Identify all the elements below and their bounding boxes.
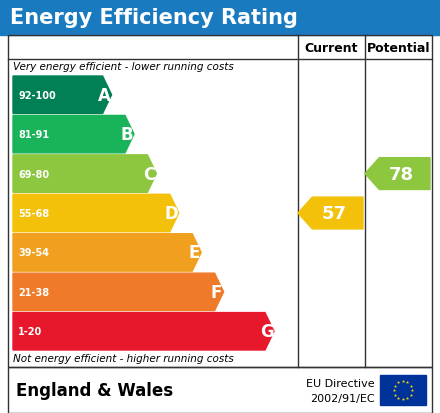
Bar bbox=[8, 36, 432, 367]
Text: B: B bbox=[121, 126, 133, 144]
Bar bbox=[380, 375, 426, 405]
Text: A: A bbox=[98, 86, 111, 104]
Polygon shape bbox=[13, 155, 156, 193]
Text: 81-91: 81-91 bbox=[18, 130, 49, 140]
Text: Potential: Potential bbox=[367, 41, 430, 55]
Text: D: D bbox=[165, 204, 179, 223]
Text: England & Wales: England & Wales bbox=[16, 381, 173, 399]
Text: 1-20: 1-20 bbox=[18, 327, 42, 337]
Text: G: G bbox=[260, 323, 274, 340]
Polygon shape bbox=[13, 77, 112, 114]
Bar bbox=[8, 367, 432, 413]
Text: 21-38: 21-38 bbox=[18, 287, 49, 297]
Polygon shape bbox=[13, 195, 179, 232]
Text: 39-54: 39-54 bbox=[18, 248, 49, 258]
Bar bbox=[0, 0, 440, 36]
Polygon shape bbox=[13, 273, 224, 311]
Polygon shape bbox=[365, 158, 430, 190]
Text: 92-100: 92-100 bbox=[18, 90, 56, 100]
Text: Very energy efficient - lower running costs: Very energy efficient - lower running co… bbox=[13, 62, 234, 72]
Text: 2002/91/EC: 2002/91/EC bbox=[310, 393, 375, 404]
Polygon shape bbox=[298, 197, 363, 229]
Text: E: E bbox=[188, 244, 200, 262]
Text: Energy Efficiency Rating: Energy Efficiency Rating bbox=[10, 8, 298, 28]
Text: 57: 57 bbox=[322, 204, 347, 223]
Text: EU Directive: EU Directive bbox=[306, 378, 375, 388]
Text: 69-80: 69-80 bbox=[18, 169, 49, 179]
Text: 55-68: 55-68 bbox=[18, 209, 49, 218]
Text: Current: Current bbox=[305, 41, 358, 55]
Polygon shape bbox=[13, 313, 274, 350]
Bar bbox=[8, 367, 432, 413]
Text: F: F bbox=[211, 283, 222, 301]
Text: 78: 78 bbox=[389, 165, 414, 183]
Text: Not energy efficient - higher running costs: Not energy efficient - higher running co… bbox=[13, 353, 234, 363]
Polygon shape bbox=[13, 234, 201, 271]
Polygon shape bbox=[13, 116, 134, 154]
Text: C: C bbox=[143, 165, 155, 183]
